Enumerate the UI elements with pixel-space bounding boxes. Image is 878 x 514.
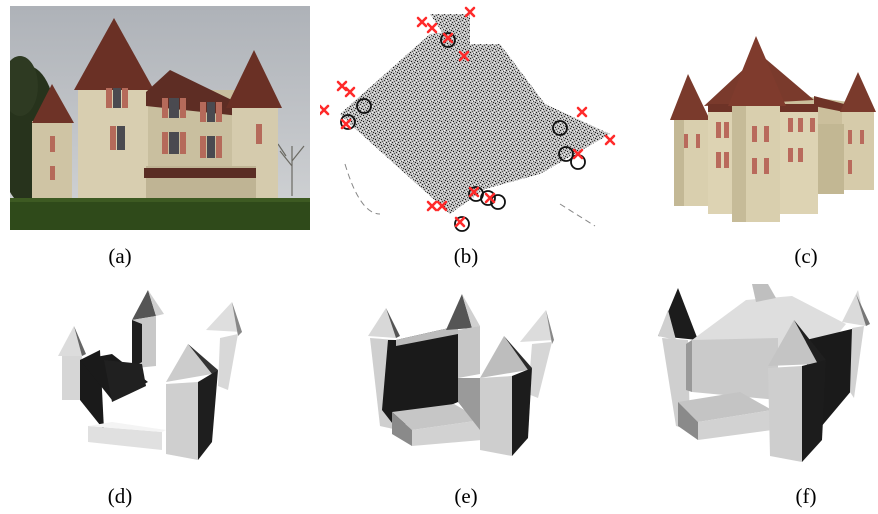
- panel-b-point-cloud: [320, 4, 618, 232]
- panel-c-textured-model: [664, 34, 878, 230]
- caption-a: (a): [108, 244, 132, 268]
- caption-d: (d): [107, 484, 133, 508]
- panel-d-partial-model: [52, 290, 252, 462]
- caption-b: (b): [453, 244, 479, 268]
- panel-a-photo: [10, 6, 310, 230]
- caption-e: (e): [454, 484, 478, 508]
- caption-f: (f): [795, 484, 817, 508]
- panel-e-partial-model: [362, 290, 572, 462]
- panel-f-complete-model: [656, 280, 872, 466]
- caption-c: (c): [794, 244, 818, 268]
